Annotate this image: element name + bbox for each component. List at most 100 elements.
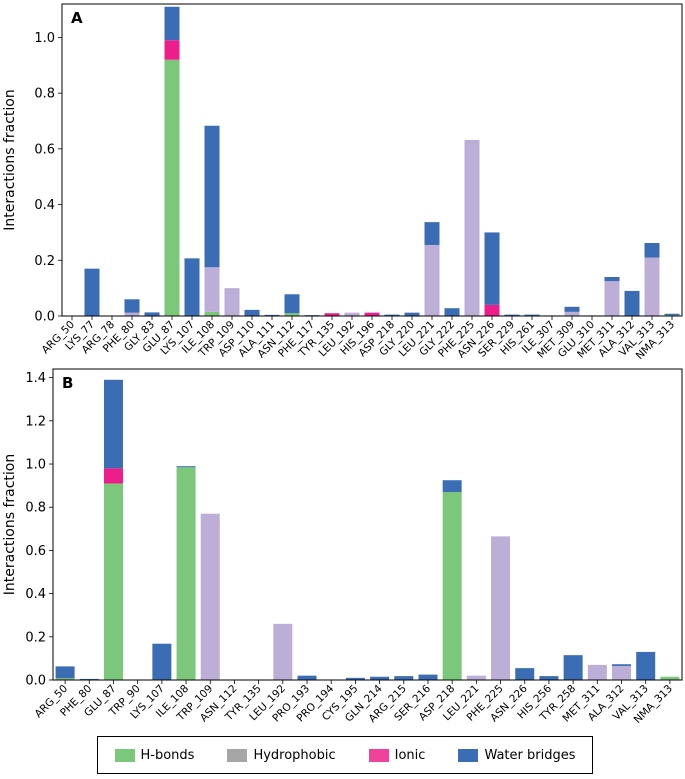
y-tick-label: 0.8: [34, 87, 55, 102]
legend-label: Ionic: [394, 747, 426, 763]
y-tick-label: 0.6: [25, 544, 46, 559]
legend-swatch: [114, 748, 135, 762]
bar-water-nma_313: [664, 313, 680, 316]
bar-water-pro_193: [297, 675, 317, 680]
bar-water-ser_229: [504, 314, 520, 316]
bar-ionic-tyr_135: [324, 313, 340, 316]
y-tick-label: 1.0: [25, 458, 46, 473]
bar-water-ala_312: [612, 664, 632, 666]
bar-hydrophobic-met_311: [587, 664, 607, 680]
panel-label: B: [62, 374, 73, 392]
bar-water-phe_80: [79, 678, 99, 680]
bar-hydrophobic-ile_108: [204, 267, 220, 312]
bar-hydrophobic-leu_192: [273, 623, 293, 680]
bar-water-asn_226: [484, 232, 500, 305]
legend-item-water-bridges: Water bridges: [458, 748, 575, 763]
y-tick-label: 0.0: [34, 310, 55, 325]
chart-panel-b: ARG_50PHE_80GLU_87TRP_90LYS_107ILE_108TR…: [2, 368, 683, 726]
y-axis-label: Interactions fraction: [2, 454, 18, 595]
legend-item-h-bonds: H-bonds: [114, 747, 195, 763]
bar-hydrophobic-phe_225: [464, 139, 480, 316]
y-tick-label: 0.0: [25, 674, 46, 689]
bar-hbond-asn_112: [284, 313, 300, 316]
bar-water-his_261: [524, 314, 540, 316]
legend-item-ionic: Ionic: [368, 747, 426, 763]
y-tick-label: 1.0: [34, 31, 55, 46]
bar-water-arg_215: [394, 676, 414, 680]
plot-frame: [61, 3, 683, 317]
bar-hbond-arg_50: [55, 678, 75, 680]
bar-hydrophobic-leu_192: [344, 312, 360, 316]
bar-hydrophobic-met_309: [564, 311, 580, 316]
legend-item-hydrophobic: Hydrophobic: [227, 747, 336, 763]
bar-water-phe_80: [124, 299, 140, 313]
y-axis-label: Interactions fraction: [2, 89, 18, 230]
bar-hydrophobic-trp_109: [200, 513, 220, 680]
bar-hydrophobic-leu_221: [424, 244, 440, 316]
bar-water-gly_222: [444, 308, 460, 316]
bar-water-ala_312: [624, 290, 640, 316]
legend-label: H-bonds: [140, 747, 195, 763]
bar-hydrophobic-ala_312: [612, 665, 632, 680]
bar-ionic-glu_87: [164, 40, 180, 60]
bar-water-lys_77: [84, 268, 100, 316]
bar-water-cys_195: [345, 677, 365, 680]
bar-water-glu_87: [103, 379, 123, 469]
bar-hydrophobic-trp_109: [224, 288, 240, 316]
chart-panel-a: ARG_50LYS_77ARG_78PHE_80GLY_83GLU_87LYS_…: [2, 3, 683, 362]
bar-hydrophobic-met_311: [604, 281, 620, 316]
bar-water-lys_107: [184, 258, 200, 316]
legend: H-bonds Hydrophobic Ionic Water bridges: [97, 736, 593, 774]
bar-water-ile_108: [204, 125, 220, 268]
bar-water-his_256: [539, 676, 559, 680]
y-tick-label: 0.4: [34, 198, 55, 213]
bar-water-gly_83: [144, 312, 160, 316]
bar-ionic-his_196: [364, 312, 380, 316]
y-tick-label: 0.6: [34, 142, 55, 157]
figure: ARG_50LYS_77ARG_78PHE_80GLY_83GLU_87LYS_…: [2, 3, 683, 726]
bar-water-ser_216: [418, 674, 438, 680]
bar-hydrophobic-val_313: [644, 257, 660, 316]
bar-hydrophobic-phe_80: [124, 312, 140, 316]
bar-ionic-asn_226: [484, 304, 500, 316]
bar-hbond-asp_218: [442, 492, 462, 680]
legend-label: Water bridges: [484, 747, 576, 763]
y-tick-label: 0.2: [34, 254, 55, 269]
bar-water-asp_218: [442, 480, 462, 493]
panel-label: A: [71, 9, 83, 27]
legend-swatch: [227, 748, 248, 762]
y-tick-label: 1.2: [25, 414, 46, 429]
bar-hydrophobic-leu_221: [466, 675, 486, 680]
y-tick-label: 0.2: [25, 630, 46, 645]
bar-water-leu_221: [424, 222, 440, 245]
y-tick-label: 0.4: [25, 587, 46, 602]
bar-water-asn_112: [284, 294, 300, 314]
bar-water-glu_87: [164, 6, 180, 41]
bar-water-gly_220: [404, 312, 420, 316]
bar-water-met_309: [564, 306, 580, 312]
bar-water-lys_107: [152, 643, 172, 680]
bar-water-val_313: [644, 243, 660, 258]
legend-swatch: [368, 748, 389, 762]
bar-hydrophobic-phe_225: [491, 536, 511, 680]
bar-hbond-ile_108: [176, 467, 196, 680]
bar-water-tyr_258: [563, 655, 583, 680]
bar-water-asp_110: [244, 309, 260, 316]
bar-hbond-glu_87: [164, 59, 180, 317]
bar-hbond-glu_87: [103, 483, 123, 680]
y-tick-label: 1.4: [25, 371, 46, 386]
bar-water-ile_108: [176, 466, 196, 468]
legend-swatch: [458, 748, 479, 762]
bar-hbond-ile_108: [204, 311, 220, 316]
bar-water-ala_111: [264, 314, 280, 316]
bar-hbond-nma_313: [660, 676, 680, 680]
bar-water-met_311: [604, 277, 620, 282]
y-tick-label: 0.8: [25, 501, 46, 516]
bar-water-arg_50: [55, 666, 75, 679]
bar-water-val_313: [636, 651, 656, 680]
bar-ionic-glu_87: [103, 468, 123, 484]
bar-water-asn_226: [515, 668, 535, 680]
plot-frame: [52, 368, 683, 681]
legend-label: Hydrophobic: [253, 747, 336, 763]
bar-water-asp_218: [384, 314, 400, 316]
